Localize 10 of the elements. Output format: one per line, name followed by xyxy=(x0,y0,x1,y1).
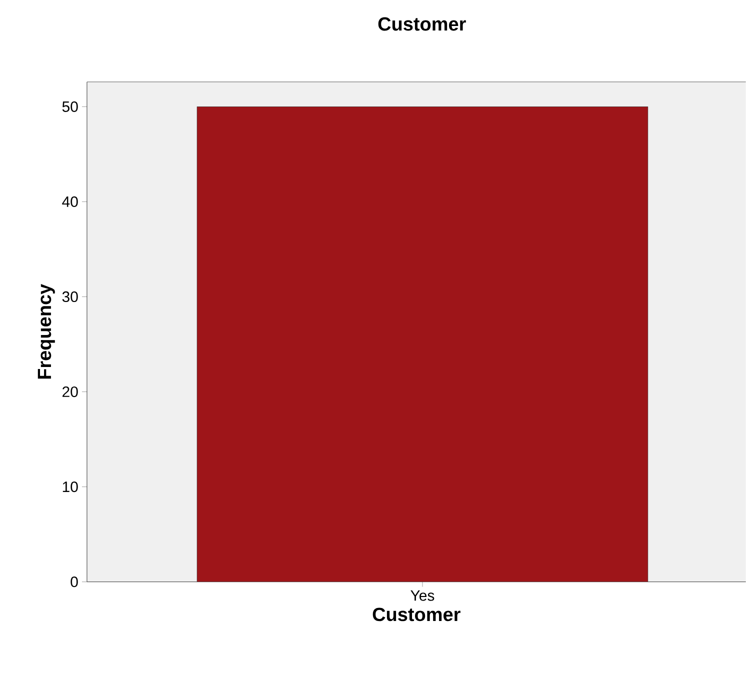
y-axis-title: Frequency xyxy=(38,284,55,379)
y-tick-label: 50 xyxy=(62,101,78,112)
chart-title: Customer xyxy=(378,17,466,31)
y-tick-label: 20 xyxy=(62,386,78,398)
x-tick-label: Yes xyxy=(410,590,434,601)
x-axis-title: Customer xyxy=(372,608,460,622)
y-tick-label: 10 xyxy=(62,482,78,492)
y-tick-label: 30 xyxy=(62,292,78,302)
y-tick-label: 0 xyxy=(70,576,78,588)
y-tick-label: 40 xyxy=(62,196,78,208)
